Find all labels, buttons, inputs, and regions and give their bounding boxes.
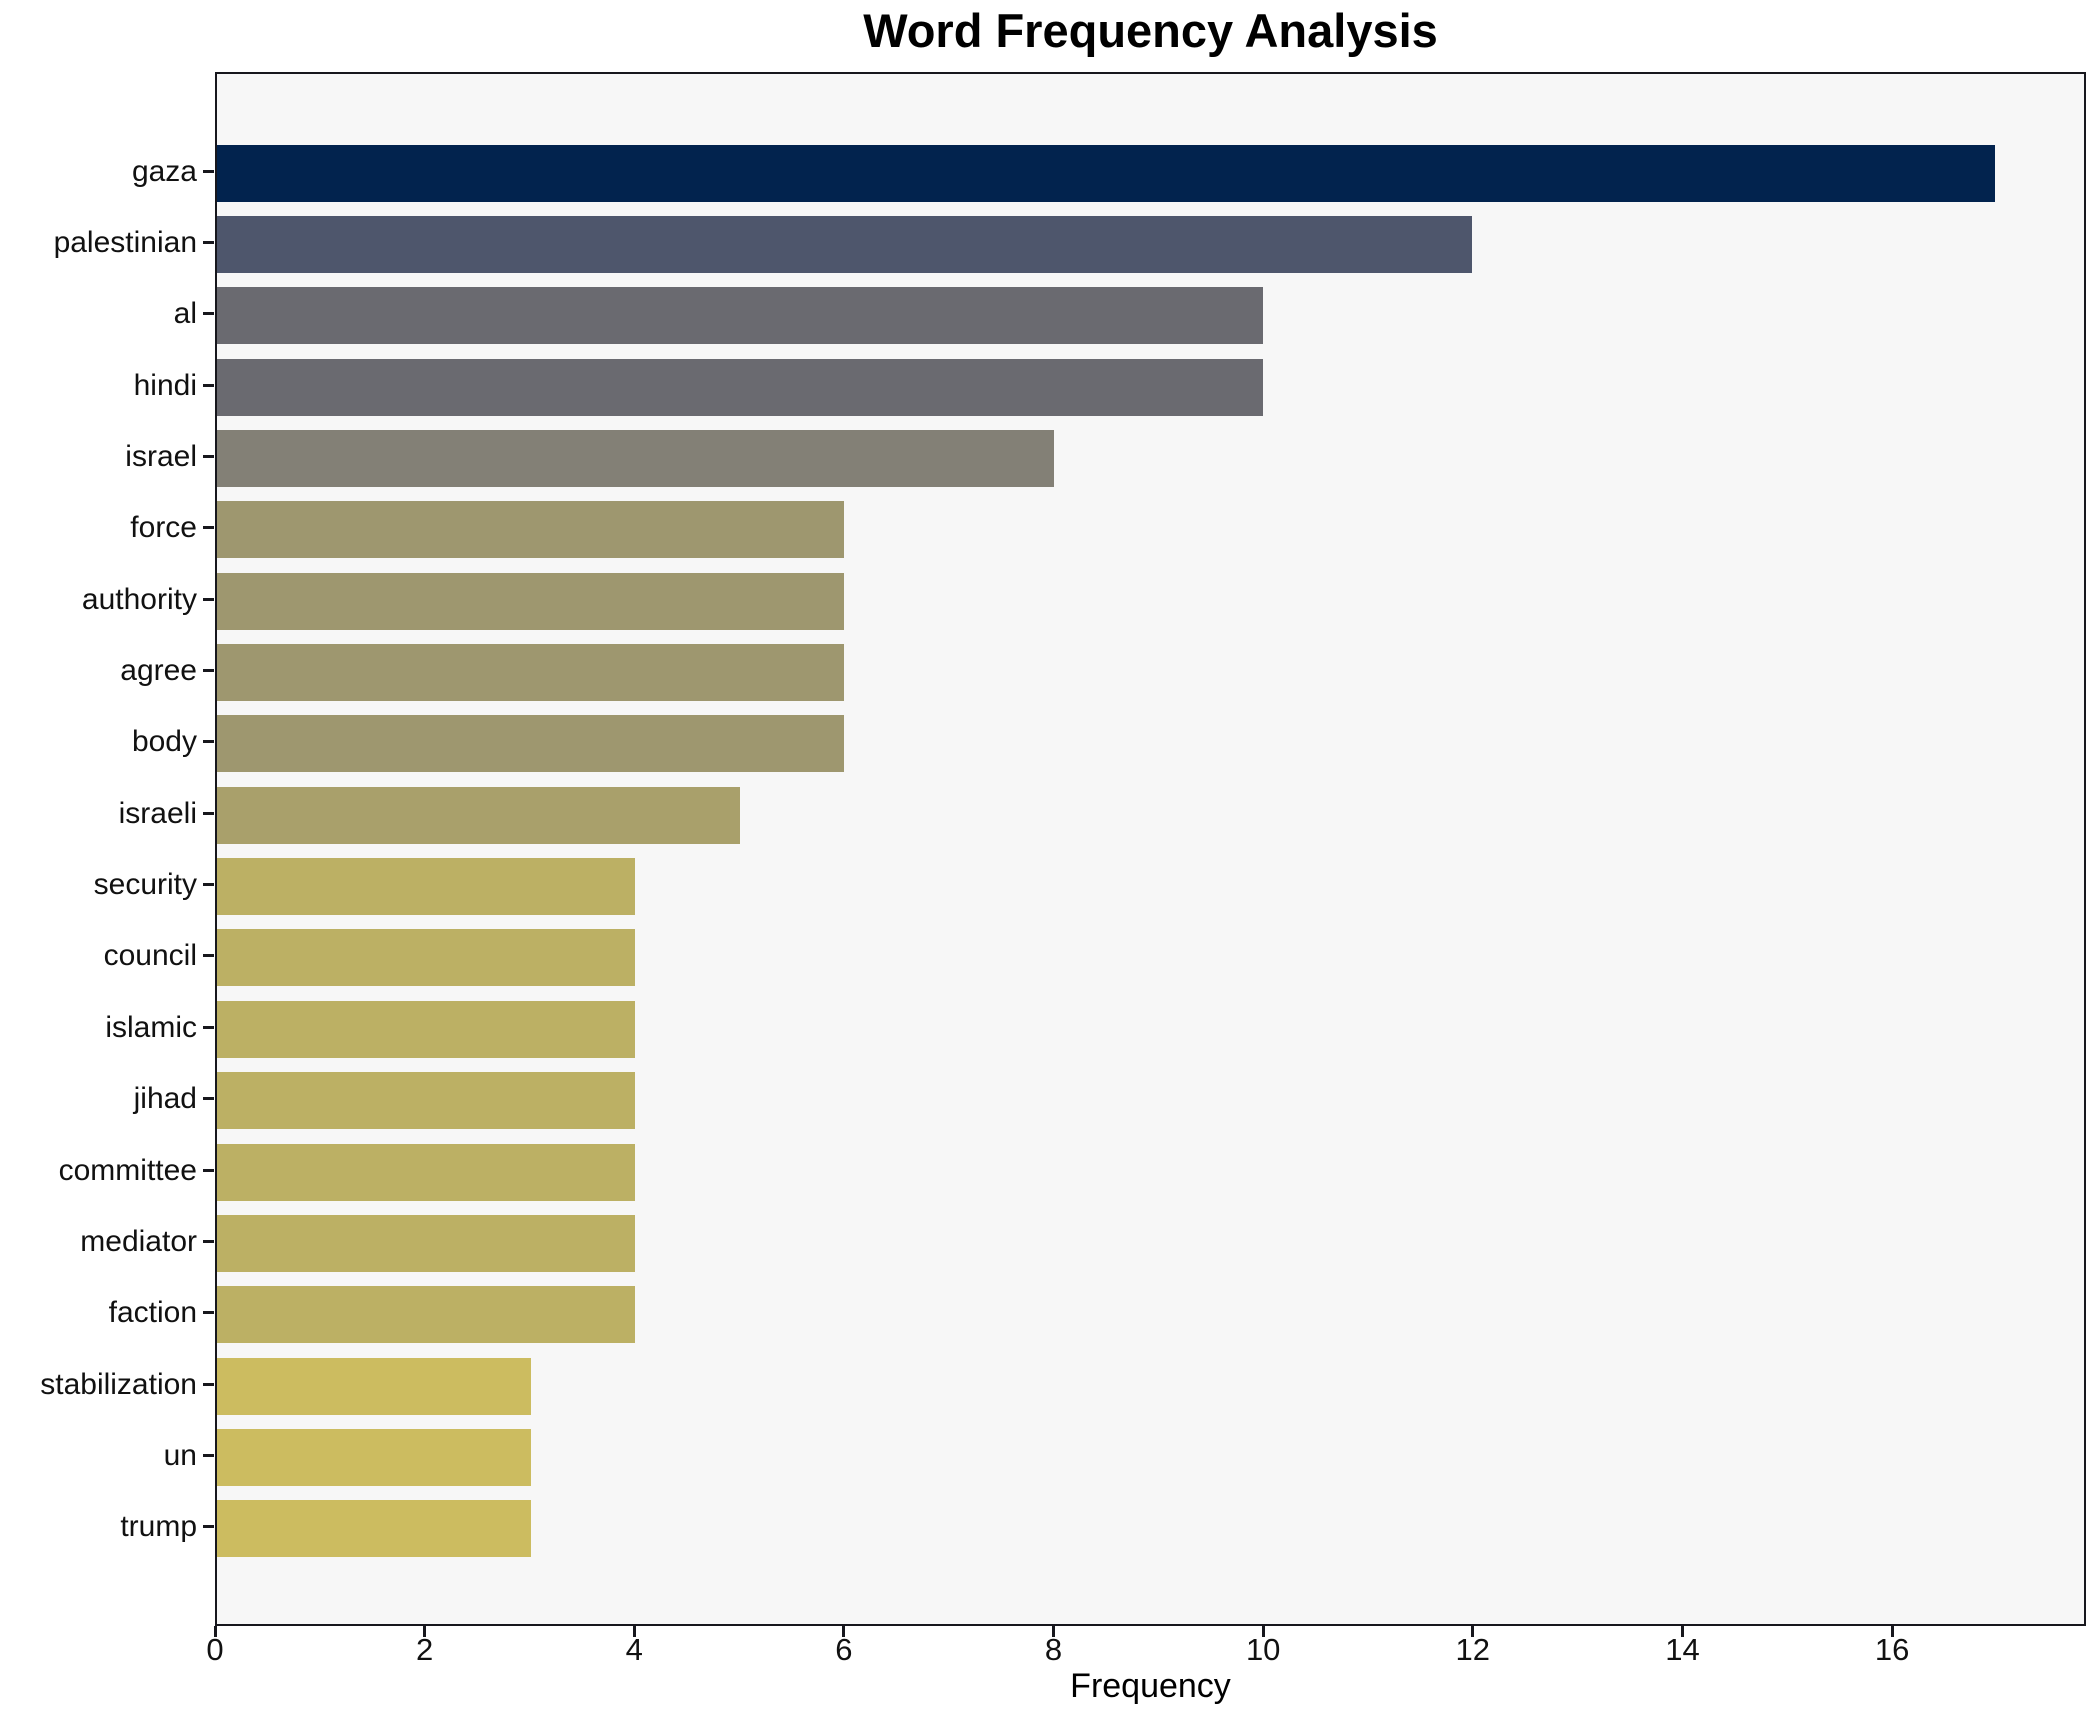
y-tick-mark (203, 1382, 214, 1386)
y-tick-label-body: body (131, 725, 197, 759)
x-tick-mark (213, 1626, 217, 1637)
y-tick-mark (203, 1525, 214, 1529)
x-tick-label-14: 14 (1665, 1632, 1700, 1667)
x-axis-title: Frequency (1070, 1667, 1231, 1705)
bar-faction (217, 1286, 636, 1344)
y-tick-label-jihad: jihad (133, 1082, 197, 1116)
bar-israeli (217, 786, 740, 844)
chart-title: Word Frequency Analysis (863, 4, 1438, 57)
bar-security (217, 858, 636, 916)
y-tick-label-faction: faction (108, 1296, 197, 1330)
bar-agree (217, 644, 845, 701)
bar-force (217, 501, 845, 559)
bar-body (217, 715, 845, 773)
y-tick-mark (203, 526, 214, 530)
bar-mediator (217, 1214, 636, 1272)
y-tick-label-committee: committee (58, 1153, 197, 1187)
y-tick-label-authority: authority (81, 582, 197, 616)
x-tick-mark (1890, 1626, 1894, 1637)
y-tick-mark (203, 383, 214, 387)
x-tick-label-4: 4 (625, 1632, 643, 1667)
y-tick-mark (203, 669, 214, 672)
y-tick-mark (203, 597, 214, 601)
bar-un (217, 1428, 531, 1486)
x-tick-label-2: 2 (415, 1632, 434, 1667)
y-tick-label-hindi: hindi (133, 368, 197, 402)
y-tick-mark (203, 1168, 214, 1172)
x-tick-label-16: 16 (1874, 1632, 1910, 1667)
y-tick-label-al: al (173, 297, 197, 331)
x-tick-mark (632, 1626, 636, 1637)
bar-palestinian (217, 215, 1473, 273)
bar-islamic (217, 1000, 636, 1058)
y-tick-label-israel: israel (125, 440, 197, 473)
y-tick-label-israeli: israeli (118, 796, 197, 830)
x-tick-label-0: 0 (206, 1632, 224, 1667)
bar-hindi (217, 358, 1263, 416)
y-tick-label-un: un (163, 1438, 197, 1472)
y-tick-mark (203, 169, 214, 173)
y-tick-mark (203, 811, 214, 815)
bar-authority (217, 572, 845, 630)
x-tick-mark (1261, 1626, 1265, 1637)
y-tick-mark (203, 1097, 214, 1101)
y-tick-mark (203, 740, 214, 744)
bar-council (217, 929, 636, 987)
y-tick-mark (203, 954, 214, 958)
x-tick-mark (842, 1626, 846, 1637)
y-tick-label-force: force (130, 511, 197, 545)
x-tick-mark (1052, 1626, 1055, 1637)
y-tick-label-agree: agree (120, 654, 197, 687)
y-tick-mark (203, 312, 214, 316)
y-tick-label-security: security (93, 868, 197, 902)
y-tick-mark (203, 1025, 214, 1029)
bar-trump (217, 1500, 531, 1558)
y-tick-mark (203, 1453, 214, 1457)
y-tick-label-palestinian: palestinian (53, 225, 197, 259)
bar-committee (217, 1143, 636, 1201)
y-tick-mark (203, 240, 214, 244)
bar-stabilization (217, 1357, 531, 1415)
y-tick-label-gaza: gaza (131, 154, 197, 188)
x-tick-mark (1681, 1626, 1684, 1637)
y-tick-mark (203, 1311, 214, 1315)
x-tick-mark (1471, 1626, 1475, 1637)
y-tick-label-stabilization: stabilization (40, 1367, 197, 1401)
bar-jihad (217, 1072, 636, 1130)
x-tick-label-12: 12 (1455, 1632, 1491, 1667)
y-tick-mark (203, 1239, 214, 1243)
y-tick-label-islamic: islamic (105, 1010, 197, 1044)
bar-gaza (217, 144, 1996, 202)
plot-area (215, 72, 2086, 1626)
y-tick-label-council: council (103, 939, 197, 973)
y-tick-mark (203, 455, 214, 458)
x-tick-mark (423, 1626, 427, 1637)
bar-israel (217, 430, 1054, 487)
bar-al (217, 287, 1263, 345)
y-tick-label-mediator: mediator (80, 1224, 197, 1258)
y-tick-label-trump: trump (120, 1510, 197, 1544)
x-tick-label-8: 8 (1044, 1632, 1063, 1667)
y-tick-mark (203, 883, 214, 887)
x-tick-label-6: 6 (835, 1632, 853, 1667)
x-tick-label-10: 10 (1245, 1632, 1281, 1667)
